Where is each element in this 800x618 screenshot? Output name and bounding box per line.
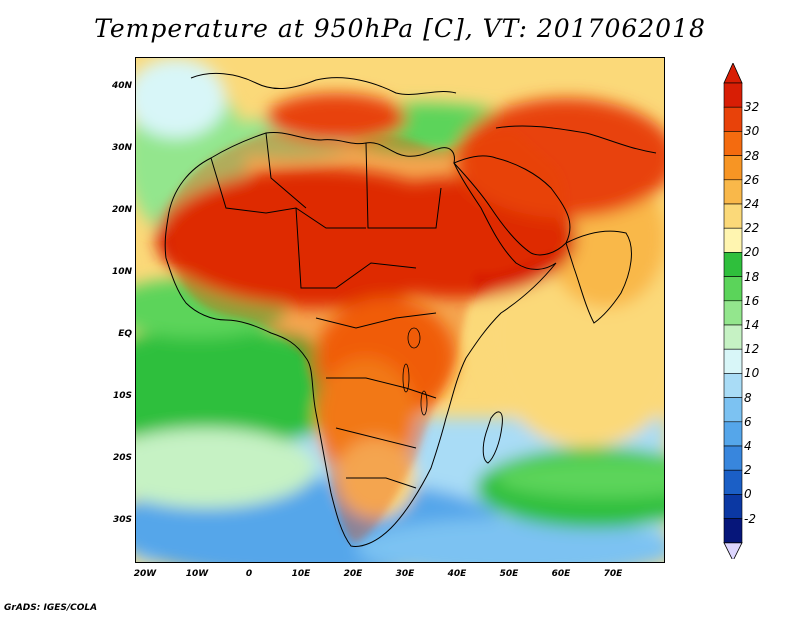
colorbar-label: -2 xyxy=(744,511,756,526)
lon-label: 70E xyxy=(603,569,623,579)
colorbar-label: 8 xyxy=(744,390,752,405)
temperature-map[interactable] xyxy=(135,57,665,563)
chart-title: Temperature at 950hPa [C], VT: 201706201… xyxy=(94,14,706,43)
colorbar-label: 6 xyxy=(744,414,752,429)
colorbar-swatch xyxy=(723,445,743,471)
colorbar-swatch xyxy=(723,373,743,398)
colorbar-swatch xyxy=(723,469,743,495)
colorbar-label: 22 xyxy=(744,221,760,236)
lat-label: 10S xyxy=(112,391,132,401)
colorbar-label: 14 xyxy=(744,318,760,332)
lon-label: 50E xyxy=(499,569,519,579)
colorbar-swatch xyxy=(723,203,743,229)
colorbar-label: 16 xyxy=(744,293,760,308)
colorbar-swatch xyxy=(723,397,743,423)
lon-label: 60E xyxy=(551,569,571,579)
colorbar-swatch xyxy=(723,494,743,519)
colorbar-over-arrow xyxy=(723,63,743,84)
lat-label: 20N xyxy=(111,205,132,215)
colorbar-swatch xyxy=(723,82,743,108)
lat-label: 10N xyxy=(111,267,132,277)
colorbar-label: 24 xyxy=(744,197,760,211)
colorbar-label: 30 xyxy=(744,124,760,139)
colorbar-label: 20 xyxy=(744,245,760,260)
colorbar-label: 26 xyxy=(744,172,760,187)
colorbar-swatch xyxy=(723,155,743,181)
coastlines xyxy=(164,73,657,547)
colorbar-label: 10 xyxy=(744,366,760,381)
colorbar xyxy=(723,63,743,559)
colorbar-swatch xyxy=(723,131,743,156)
colorbar-swatch xyxy=(723,324,743,350)
colorbar-label: 12 xyxy=(744,342,760,357)
lon-label: 30E xyxy=(395,569,415,579)
colorbar-label: 2 xyxy=(744,463,752,478)
lon-label: 10W xyxy=(185,569,209,579)
lon-label: 20W xyxy=(133,569,157,579)
colorbar-swatch xyxy=(723,300,743,326)
colorbar-label: 0 xyxy=(744,487,752,502)
lat-label: 30N xyxy=(111,143,132,153)
colorbar-swatch xyxy=(723,227,743,253)
credit-text: GrADS: IGES/COLA xyxy=(4,603,98,613)
colorbar-swatch xyxy=(723,421,743,447)
colorbar-swatch xyxy=(723,348,743,374)
colorbar-swatch xyxy=(723,518,743,544)
lat-label: 40N xyxy=(111,81,132,91)
land-mask xyxy=(166,131,566,543)
colorbar-label: 4 xyxy=(744,439,752,453)
colorbar-swatch xyxy=(723,106,743,132)
lat-label: 30S xyxy=(112,515,132,525)
colorbar-swatch xyxy=(723,179,743,205)
colorbar-label: 32 xyxy=(744,100,760,115)
map-canvas xyxy=(136,58,664,562)
lon-label: 40E xyxy=(447,569,467,579)
lon-label: 10E xyxy=(291,569,311,579)
lat-label: EQ xyxy=(118,329,132,339)
colorbar-swatch xyxy=(723,276,743,302)
lat-label: 20S xyxy=(112,453,132,463)
colorbar-label: 28 xyxy=(744,148,760,163)
lon-label: 0 xyxy=(245,569,253,579)
colorbar-under-arrow xyxy=(723,542,743,559)
lon-label: 20E xyxy=(343,569,363,579)
colorbar-label: 18 xyxy=(744,269,760,284)
colorbar-swatch xyxy=(723,252,743,277)
